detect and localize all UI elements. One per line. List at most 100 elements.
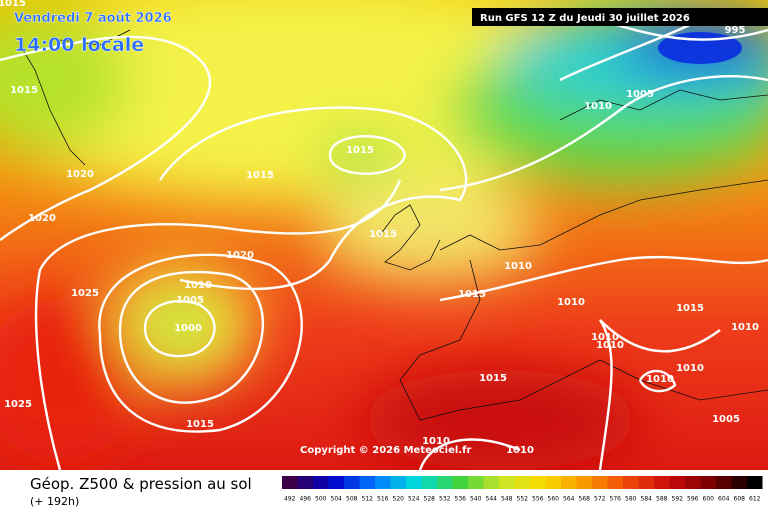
legend-label: 572 xyxy=(594,496,606,503)
isobar-label: 1015 xyxy=(10,85,38,96)
legend-swatch xyxy=(592,476,608,489)
legend-label: 604 xyxy=(718,496,730,503)
legend-swatch xyxy=(545,476,561,489)
isobar-label: 1015 xyxy=(0,0,26,9)
isobar-label: 1010 xyxy=(504,261,532,272)
legend-label: 532 xyxy=(439,496,451,503)
legend-swatch xyxy=(297,476,313,489)
legend-label: 536 xyxy=(455,496,467,503)
legend-swatch xyxy=(731,476,747,489)
legend-swatch xyxy=(282,476,298,489)
isobar-label: 1015 xyxy=(676,303,704,314)
legend-swatch xyxy=(607,476,623,489)
legend-swatch xyxy=(700,476,716,489)
isobar-label: 1010 xyxy=(422,436,450,447)
legend-swatch xyxy=(669,476,685,489)
legend-label: 524 xyxy=(408,496,420,503)
legend-swatch xyxy=(344,476,360,489)
legend-label: 548 xyxy=(501,496,513,503)
legend-label: 544 xyxy=(486,496,498,503)
legend-label: 516 xyxy=(377,496,389,503)
run-label: Run GFS 12 Z du Jeudi 30 juillet 2026 xyxy=(480,13,690,24)
isobar-label: 1010 xyxy=(731,322,759,333)
copyright: Copyright © 2026 Meteociel.fr xyxy=(300,445,471,456)
legend-swatch xyxy=(654,476,670,489)
legend-label: 584 xyxy=(641,496,653,503)
isobars xyxy=(0,18,768,471)
isobar-label: 1010 xyxy=(646,374,674,385)
legend-swatch xyxy=(375,476,391,489)
legend-swatch xyxy=(406,476,422,489)
legend-swatch xyxy=(747,476,763,489)
isobar-label: 1010 xyxy=(596,340,624,351)
isobar-label: 1000 xyxy=(174,323,202,334)
legend-label: 568 xyxy=(579,496,591,503)
legend-swatch xyxy=(313,476,329,489)
isobar-label: 1020 xyxy=(226,250,254,261)
legend-swatch xyxy=(452,476,468,489)
isobar-label: 1010 xyxy=(184,280,212,291)
legend-swatch xyxy=(561,476,577,489)
isobar-label: 1005 xyxy=(626,89,654,100)
legend-swatch xyxy=(514,476,530,489)
legend-label: 540 xyxy=(470,496,482,503)
field xyxy=(0,0,768,470)
legend-label: 520 xyxy=(393,496,405,503)
legend-swatch xyxy=(468,476,484,489)
isobar-label: 1025 xyxy=(4,399,32,410)
footer-title: Géop. Z500 & pression au sol xyxy=(30,475,252,493)
isobar-label: 995 xyxy=(725,25,746,36)
legend-label: 500 xyxy=(315,496,327,503)
legend-label: 492 xyxy=(284,496,296,503)
legend-label: 556 xyxy=(532,496,544,503)
legend-swatch xyxy=(499,476,515,489)
legend-swatch xyxy=(359,476,375,489)
legend-label: 560 xyxy=(548,496,560,503)
legend-label: 608 xyxy=(734,496,746,503)
isobar-labels: 1015 1015 1020 1015 1015 1020 1020 1015 1010 1015… xyxy=(0,0,759,456)
legend-swatch xyxy=(390,476,406,489)
legend-swatch xyxy=(685,476,701,489)
legend-label: 600 xyxy=(703,496,715,503)
isobar-label: 1005 xyxy=(712,414,740,425)
legend-label: 496 xyxy=(300,496,312,503)
date-label: Vendredi 7 août 2026 xyxy=(14,11,172,26)
legend-label: 528 xyxy=(424,496,436,503)
isobar-label: 1015 xyxy=(186,419,214,430)
legend-swatch xyxy=(716,476,732,489)
legend-swatch xyxy=(483,476,499,489)
legend-label: 552 xyxy=(517,496,529,503)
isobar-label: 1020 xyxy=(28,213,56,224)
legend-label: 588 xyxy=(656,496,668,503)
legend-swatch xyxy=(576,476,592,489)
isobar-label: 1020 xyxy=(66,169,94,180)
legend-label: 596 xyxy=(687,496,699,503)
isobar-label: 1025 xyxy=(71,288,99,299)
legend-swatch xyxy=(421,476,437,489)
isobar-label: 1010 xyxy=(676,363,704,374)
legend-swatch xyxy=(530,476,546,489)
time-label: 14:00 locale xyxy=(14,34,144,56)
isobar-label: 1005 xyxy=(176,295,204,306)
legend-label: 512 xyxy=(362,496,374,503)
legend-label: 576 xyxy=(610,496,622,503)
legend-label: 508 xyxy=(346,496,358,503)
legend-swatch xyxy=(623,476,639,489)
legend-swatch xyxy=(328,476,344,489)
isobar-label: 1015 xyxy=(479,373,507,384)
legend-swatch xyxy=(638,476,654,489)
isobar-label: 1010 xyxy=(506,445,534,456)
isobar-label: 1010 xyxy=(584,101,612,112)
legend-label: 612 xyxy=(749,496,761,503)
footer-lead: (+ 192h) xyxy=(30,495,79,508)
isobar-label: 1010 xyxy=(557,297,585,308)
legend-swatch xyxy=(437,476,453,489)
isobar-label: 1010 xyxy=(591,332,619,343)
coastlines xyxy=(19,29,768,421)
legend-label: 592 xyxy=(672,496,684,503)
isobar-label: 1015 xyxy=(369,229,397,240)
legend-label: 564 xyxy=(563,496,575,503)
legend: 492 496 500 504 508 512 516 520 524 528 532 536 540 5… xyxy=(282,476,763,503)
isobar-label: 1015 xyxy=(346,145,374,156)
